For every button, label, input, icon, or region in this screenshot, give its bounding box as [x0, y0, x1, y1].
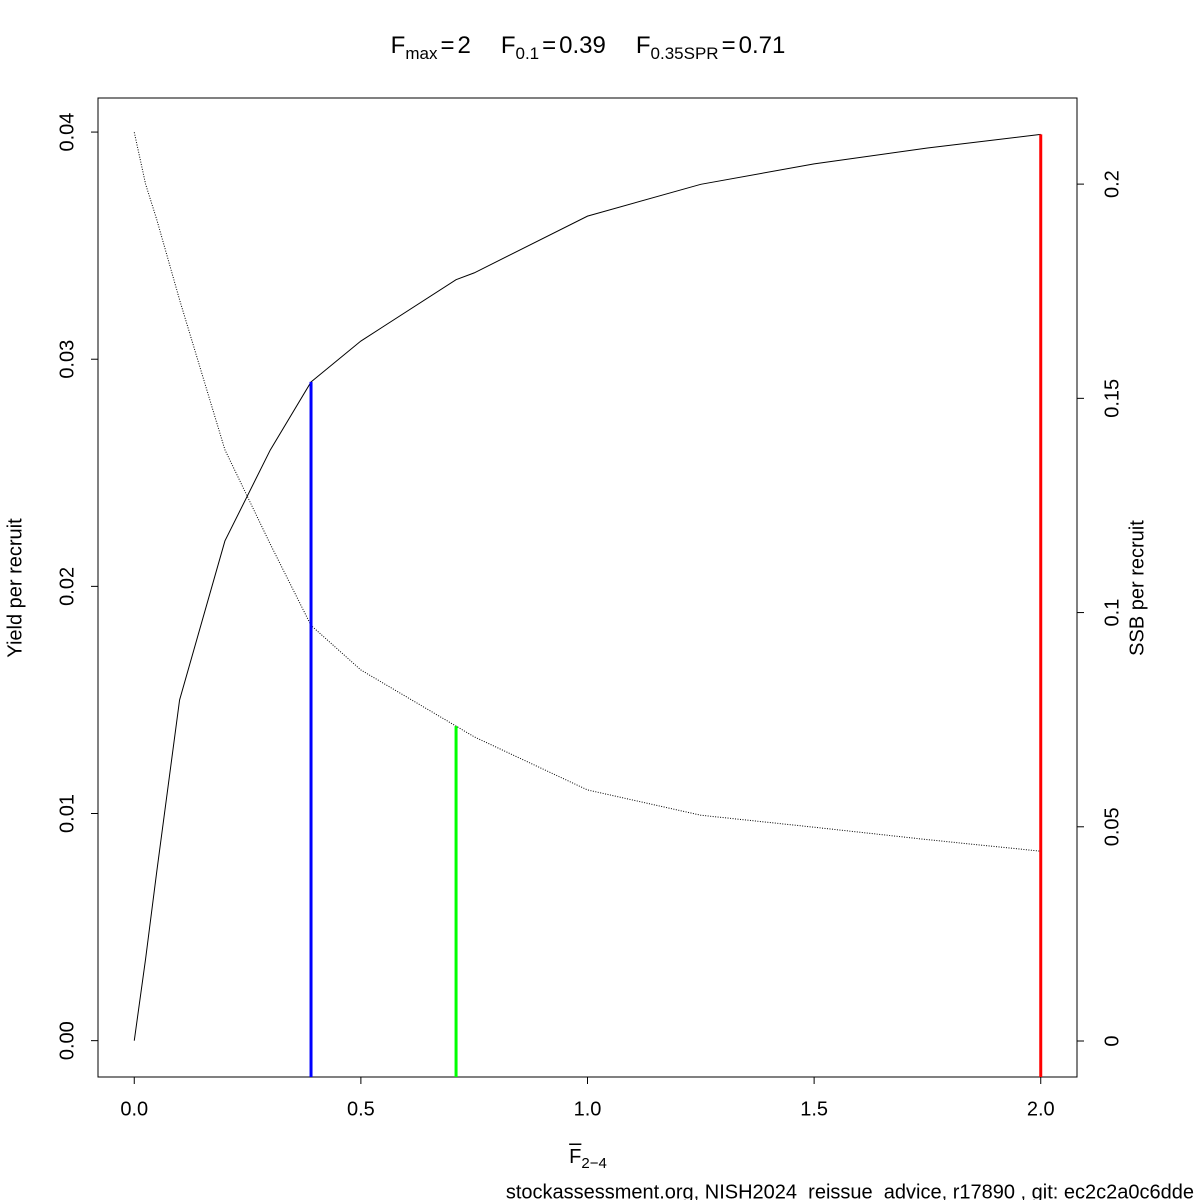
- series-line: [133, 132, 1041, 852]
- series-line: [133, 133, 1041, 1041]
- y2-tick-label: 0: [1101, 1035, 1123, 1046]
- footer: stockassessment.org, NISH2024_reissue_ad…: [506, 1181, 1194, 1200]
- title-subscript: max: [405, 44, 438, 63]
- x-tick-label: 1.5: [800, 1098, 828, 1120]
- y2-tick-label: 0.05: [1101, 807, 1123, 846]
- title-symbol: F: [391, 32, 406, 59]
- plot-frame: [97, 97, 1078, 1078]
- title-value: 2: [457, 32, 470, 59]
- y2-axis-label: SSB per recruit: [1126, 520, 1148, 656]
- y-tick-label: 0.04: [56, 113, 78, 152]
- y-tick-label: 0.03: [56, 340, 78, 379]
- title-relation: =: [542, 32, 556, 59]
- x-label-symbol: F: [569, 1146, 581, 1168]
- y-tick-label: 0.01: [56, 794, 78, 833]
- x-tick-label: 0.0: [120, 1098, 148, 1120]
- x-tick-label: 2.0: [1027, 1098, 1055, 1120]
- x-axis-label: F2−4: [569, 1146, 607, 1172]
- title-relation: =: [440, 32, 454, 59]
- chart-title: Fmax = 2 F0.1 = 0.39 F0.35SPR = 0.71: [391, 32, 786, 63]
- y2-tick-label: 0.2: [1101, 170, 1123, 198]
- x-tick-label: 0.5: [347, 1098, 375, 1120]
- title-subscript: 0.35SPR: [651, 44, 719, 63]
- x-label-subscript: 2−4: [581, 1155, 606, 1172]
- title-symbol: F: [636, 32, 651, 59]
- x-tick-label: 1.0: [574, 1098, 602, 1120]
- title-relation: =: [722, 32, 736, 59]
- y-tick-label: 0.02: [56, 567, 78, 606]
- y-tick-label: 0.00: [56, 1021, 78, 1060]
- y-axis-label: Yield per recruit: [4, 518, 26, 658]
- title-symbol: F: [501, 32, 516, 59]
- y2-tick-label: 0.15: [1101, 379, 1123, 418]
- title-subscript: 0.1: [516, 44, 540, 63]
- title-value: 0.39: [559, 32, 606, 59]
- title-value: 0.71: [739, 32, 786, 59]
- y2-tick-label: 0.1: [1101, 599, 1123, 627]
